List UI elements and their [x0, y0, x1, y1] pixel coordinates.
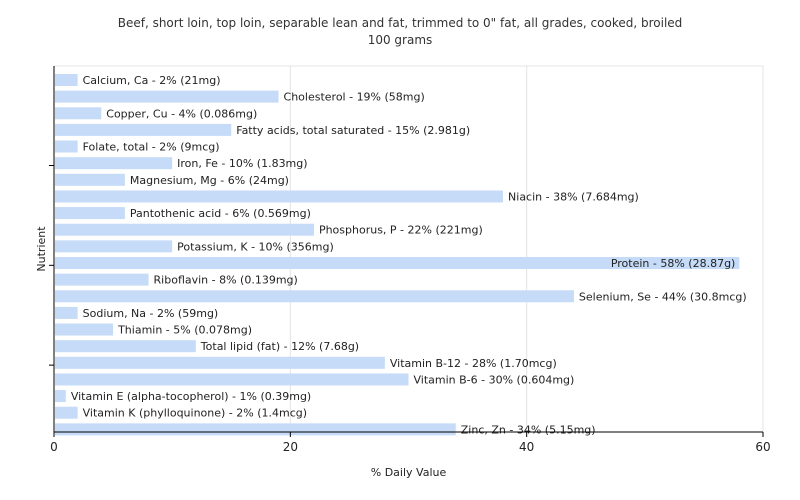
bar-data-label: Cholesterol - 19% (58mg) [284, 91, 425, 104]
axes: 0 20 40 60 [49, 66, 771, 454]
bar-sodium-na [55, 306, 78, 319]
bar-total-lipid-fat [55, 340, 196, 353]
bar-data-label: Potassium, K - 10% (356mg) [177, 240, 334, 253]
bar-data-label: Selenium, Se - 44% (30.8mcg) [579, 290, 747, 303]
bar-data-label: Vitamin B-6 - 30% (0.604mg) [414, 373, 575, 386]
bar-data-label: Phosphorus, P - 22% (221mg) [319, 224, 483, 237]
bar-vitamin-k-phylloquinone [55, 406, 78, 419]
bar-zinc-zn [55, 423, 456, 436]
bar-folate-total [55, 140, 78, 153]
chart-subtitle: 100 grams [367, 33, 433, 47]
y-axis-label: Nutrient [35, 226, 48, 272]
bar-calcium-ca [55, 74, 78, 86]
bar-data-label: Riboflavin - 8% (0.139mg) [154, 274, 298, 287]
bar-data-label: Folate, total - 2% (9mcg) [83, 141, 220, 154]
chart-title: Beef, short loin, top loin, separable le… [117, 16, 683, 30]
x-axis-label: % Daily Value [371, 466, 447, 479]
bar-vitamin-b-6 [55, 373, 409, 386]
bar-vitamin-e-alpha-tocopherol [55, 390, 66, 403]
bar-data-label: Vitamin B-12 - 28% (1.70mcg) [390, 357, 557, 370]
bar-data-label: Sodium, Na - 2% (59mg) [83, 307, 219, 320]
bar-thiamin [55, 323, 114, 336]
bar-magnesium-mg [55, 173, 125, 186]
bar-fatty-acids-total-saturated [55, 123, 232, 136]
bar-data-label: Total lipid (fat) - 12% (7.68g) [200, 340, 359, 353]
bar-data-label: Vitamin K (phylloquinone) - 2% (1.4mcg) [83, 407, 307, 420]
bar-selenium-se [55, 290, 574, 303]
x-tick-label: 40 [519, 440, 534, 454]
bar-data-label: Copper, Cu - 4% (0.086mg) [106, 107, 257, 120]
bar-vitamin-b-12 [55, 356, 385, 369]
x-tick-label: 60 [755, 440, 770, 454]
bar-data-label: Iron, Fe - 10% (1.83mg) [177, 157, 307, 170]
bar-data-label: Niacin - 38% (7.684mg) [508, 190, 639, 203]
bar-data-label: Calcium, Ca - 2% (21mg) [83, 74, 221, 87]
bar-data-label: Fatty acids, total saturated - 15% (2.98… [236, 124, 470, 137]
bar-data-label: Magnesium, Mg - 6% (24mg) [130, 174, 289, 187]
bar-iron-fe [55, 157, 173, 170]
bar-niacin [55, 190, 504, 203]
bar-data-label: Protein - 58% (28.87g) [611, 257, 736, 270]
bar-copper-cu [55, 107, 102, 120]
bar-pantothenic-acid [55, 207, 125, 220]
bar-riboflavin [55, 273, 149, 286]
x-tick-label: 20 [283, 440, 298, 454]
bar-protein [55, 257, 740, 269]
bar-data-label: Thiamin - 5% (0.078mg) [117, 324, 252, 337]
bar-data-label: Vitamin E (alpha-tocopherol) - 1% (0.39m… [71, 390, 311, 403]
bars: Calcium, Ca - 2% (21mg) Cholesterol - 19%… [55, 74, 747, 436]
bar-phosphorus-p [55, 223, 314, 236]
bar-data-label: Pantothenic acid - 6% (0.569mg) [130, 207, 311, 220]
x-tick-label: 0 [50, 440, 58, 454]
bar-potassium-k [55, 240, 173, 253]
bar-cholesterol [55, 90, 279, 103]
bar-data-label: Zinc, Zn - 34% (5.15mg) [461, 423, 596, 436]
